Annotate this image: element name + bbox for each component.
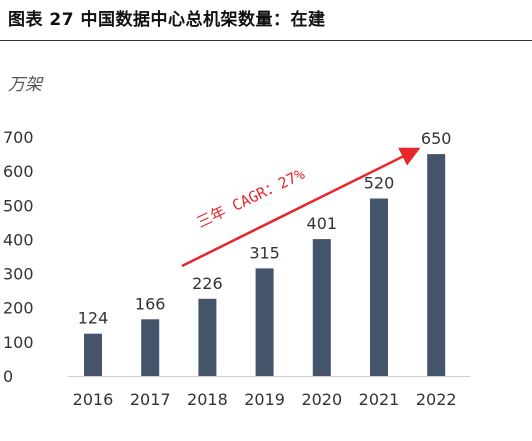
- value-label-2017: 166: [135, 294, 166, 313]
- bar-2021: [370, 198, 388, 376]
- y-axis: 0 100 200 300 400 500 600 700: [3, 128, 34, 386]
- x-tick-label-2016: 2016: [73, 390, 114, 409]
- title-divider: [0, 40, 532, 41]
- bar-2020: [312, 239, 331, 376]
- x-tick-label-2017: 2017: [130, 390, 171, 409]
- x-tick-label-2018: 2018: [187, 390, 228, 409]
- bar-2019: [255, 268, 274, 376]
- y-tick-label: 600: [3, 162, 34, 181]
- x-tick-label-2021: 2021: [359, 390, 400, 409]
- value-label-2020: 401: [307, 214, 338, 233]
- value-label-2016: 124: [78, 309, 109, 328]
- y-tick-label: 700: [3, 128, 34, 147]
- y-tick-label: 400: [3, 230, 34, 249]
- x-axis: 2016 2017 2018 2019 2020 2021 2022: [68, 376, 470, 409]
- unit-label: 万架: [8, 75, 44, 95]
- bar-2017: [141, 319, 160, 376]
- y-tick-label: 500: [3, 196, 34, 215]
- value-label-2019: 315: [249, 243, 280, 262]
- bar-2016: [84, 333, 102, 376]
- y-tick-label: 0: [3, 367, 13, 386]
- value-label-2018: 226: [192, 274, 223, 293]
- x-tick-label-2019: 2019: [244, 390, 285, 409]
- x-tick-label-2022: 2022: [416, 390, 457, 409]
- figure-title: 图表 27 中国数据中心总机架数量：在建: [8, 10, 326, 30]
- value-label-2021: 520: [364, 174, 395, 193]
- y-tick-label: 300: [3, 265, 34, 284]
- bar-2022: [427, 154, 446, 376]
- value-label-2022: 650: [421, 129, 452, 148]
- bars: [84, 154, 446, 376]
- cagr-arrow: [181, 147, 421, 268]
- value-labels: 124 166 226 315 401 520 650: [78, 129, 452, 328]
- y-tick-label: 100: [3, 333, 34, 352]
- cagr-annotation-text: 三年 CAGR：27%: [194, 165, 308, 232]
- y-tick-label: 200: [3, 299, 34, 318]
- x-tick-label-2020: 2020: [301, 390, 342, 409]
- bar-2018: [198, 298, 217, 376]
